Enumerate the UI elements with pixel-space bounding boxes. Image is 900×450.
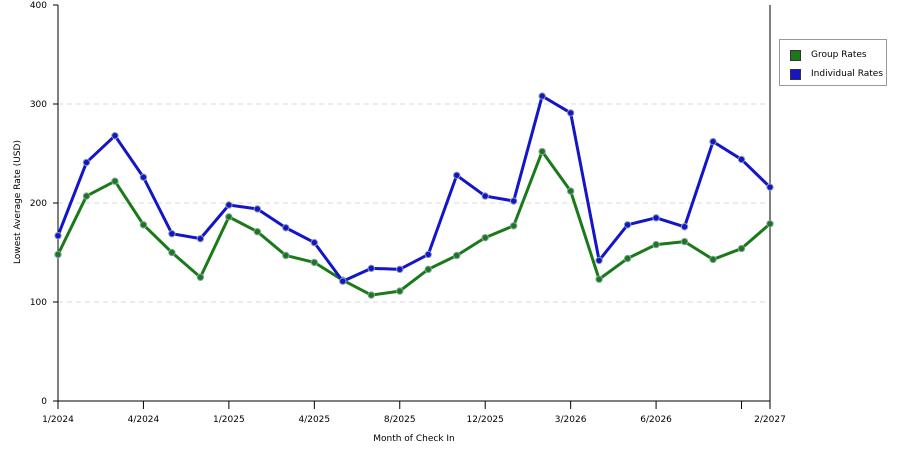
- data-point-individual-rates: [453, 171, 461, 179]
- legend-item-individual-rates: Individual Rates: [790, 67, 883, 81]
- data-point-individual-rates: [566, 109, 575, 117]
- data-point-individual-rates: [111, 131, 119, 140]
- data-point-individual-rates: [54, 231, 62, 240]
- series-lines: [54, 92, 774, 299]
- data-point-group-rates: [623, 254, 632, 263]
- data-point-individual-rates: [481, 192, 489, 200]
- data-point-individual-rates: [595, 256, 603, 265]
- data-point-individual-rates: [680, 223, 689, 231]
- x-tick-label: 1/2025: [213, 415, 245, 425]
- y-tick-label: 0: [41, 397, 47, 407]
- data-point-individual-rates: [282, 224, 290, 232]
- x-axis-title: Month of Check In: [373, 434, 455, 444]
- data-point-individual-rates: [196, 234, 205, 243]
- data-point-individual-rates: [766, 183, 774, 191]
- data-point-group-rates: [538, 147, 546, 156]
- legend: Group Rates Individual Rates: [779, 39, 887, 86]
- series-line-group-rates: [56, 150, 771, 297]
- series-line-individual-rates: [56, 94, 772, 283]
- x-tick-label: 8/2025: [384, 415, 416, 425]
- data-point-group-rates: [680, 237, 689, 246]
- data-point-group-rates: [225, 213, 233, 221]
- data-point-individual-rates: [538, 92, 546, 100]
- data-point-group-rates: [139, 221, 148, 229]
- x-tick-label: 3/2026: [555, 415, 587, 425]
- data-point-group-rates: [566, 187, 575, 195]
- data-point-group-rates: [766, 220, 774, 228]
- y-tick-label: 300: [30, 100, 47, 110]
- data-point-group-rates: [737, 244, 746, 253]
- data-point-individual-rates: [709, 137, 717, 146]
- legend-swatch-group-rates: [790, 49, 801, 61]
- data-point-individual-rates: [623, 221, 632, 229]
- data-point-group-rates: [310, 258, 319, 267]
- x-axis-ticks: 1/2024 4/2024 1/2025 4/2025 8/2025 12/2025 3/2…: [42, 401, 786, 425]
- y-tick-label: 200: [30, 199, 47, 209]
- x-tick-label: 4/2024: [128, 415, 160, 425]
- gridlines: [58, 103, 770, 303]
- data-point-individual-rates: [396, 265, 404, 274]
- x-tick-label: 1/2024: [42, 415, 74, 425]
- legend-label-group-rates: Group Rates: [811, 50, 867, 60]
- y-axis-title: Lowest Average Rate (USD): [13, 140, 23, 264]
- data-point-group-rates: [54, 250, 62, 259]
- data-point-individual-rates: [310, 238, 319, 247]
- data-point-group-rates: [481, 233, 489, 242]
- data-point-individual-rates: [339, 277, 347, 285]
- x-tick-label: 2/2027: [754, 415, 786, 425]
- x-tick-label: 6/2026: [640, 415, 672, 425]
- data-point-group-rates: [396, 287, 404, 295]
- data-point-group-rates: [453, 251, 461, 260]
- legend-label-individual-rates: Individual Rates: [811, 69, 884, 79]
- data-point-individual-rates: [652, 214, 660, 222]
- data-point-individual-rates: [253, 205, 262, 213]
- data-point-group-rates: [253, 228, 262, 236]
- data-point-individual-rates: [82, 158, 91, 167]
- data-point-group-rates: [709, 255, 717, 264]
- data-point-group-rates: [509, 222, 518, 230]
- y-tick-label: 400: [30, 1, 47, 11]
- data-point-group-rates: [652, 240, 660, 249]
- data-point-individual-rates: [367, 264, 375, 273]
- data-point-group-rates: [168, 248, 176, 257]
- legend-item-group-rates: Group Rates: [790, 48, 867, 62]
- data-point-group-rates: [595, 275, 603, 283]
- data-point-individual-rates: [509, 197, 518, 205]
- legend-swatch-individual-rates: [790, 68, 801, 80]
- data-point-individual-rates: [737, 155, 746, 164]
- data-point-group-rates: [367, 291, 375, 299]
- data-point-individual-rates: [424, 250, 432, 259]
- data-point-individual-rates: [225, 201, 233, 209]
- x-tick-label: 4/2025: [298, 415, 330, 425]
- data-point-group-rates: [82, 192, 91, 200]
- data-point-group-rates: [196, 273, 205, 281]
- data-point-group-rates: [111, 177, 119, 185]
- data-point-group-rates: [282, 251, 290, 260]
- data-point-individual-rates: [168, 229, 176, 238]
- data-point-individual-rates: [139, 173, 148, 181]
- y-tick-label: 100: [30, 298, 47, 308]
- y-axis-ticks: 0 100 200 300 400: [30, 1, 58, 407]
- data-point-group-rates: [424, 265, 432, 274]
- x-tick-label: 12/2025: [467, 415, 504, 425]
